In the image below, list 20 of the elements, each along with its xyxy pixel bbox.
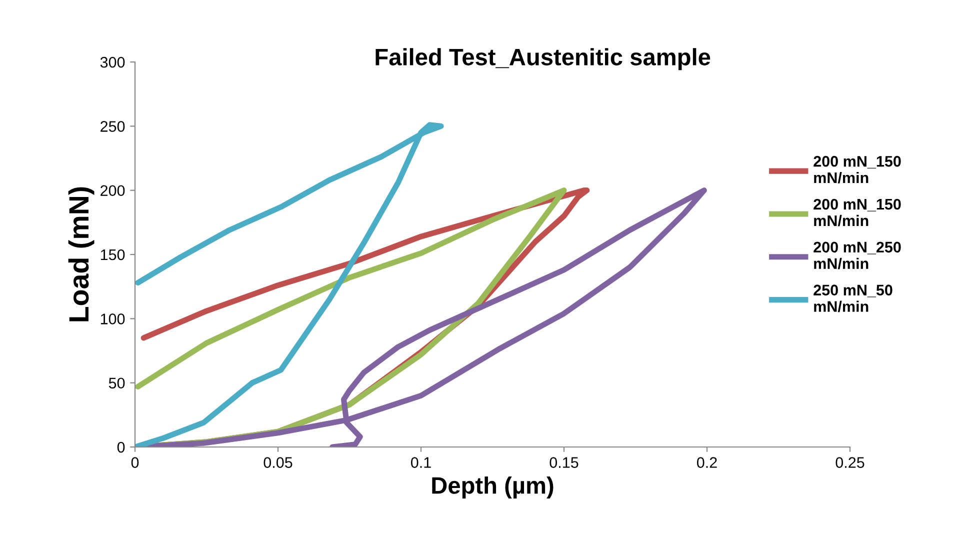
x-tick-label: 0 <box>131 457 139 468</box>
y-tick-label: 100 <box>100 314 125 324</box>
x-tick-label: 0.05 <box>264 457 292 468</box>
y-tick-label: 200 <box>100 185 125 196</box>
x-tick-label: 0.1 <box>410 457 431 468</box>
y-tick-label: 150 <box>100 249 125 260</box>
legend-label: 200 mN_150 mN/min <box>814 156 901 184</box>
y-tick-label: 250 <box>100 121 125 132</box>
x-axis-title: Depth (µm) <box>432 476 554 499</box>
y-tick-label: 50 <box>108 378 125 389</box>
legend-label: 250 mN_50 mN/min <box>814 284 892 312</box>
legend-label: 200 mN_150 mN/min <box>814 198 901 226</box>
y-tick-label: 0 <box>117 442 125 453</box>
x-tick-label: 0.25 <box>836 457 864 468</box>
legend-label: 200 mN_250 mN/min <box>814 242 901 270</box>
y-tick-label: 300 <box>100 56 125 68</box>
y-axis-title: Load (mN) <box>68 187 94 322</box>
x-tick-label: 0.15 <box>550 457 578 468</box>
x-tick-label: 0.2 <box>696 457 717 468</box>
chart-title: Failed Test_Austenitic sample <box>376 48 710 70</box>
